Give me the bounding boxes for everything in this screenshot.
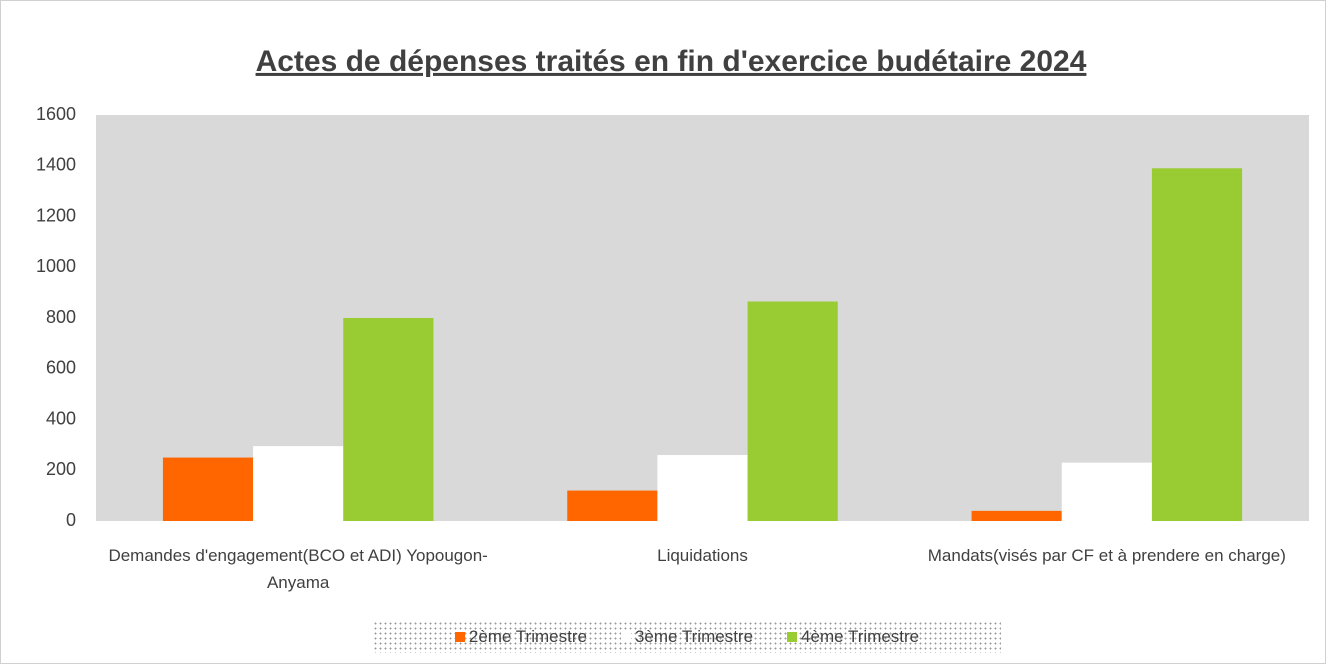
y-tick-label: 200	[46, 459, 76, 479]
x-tick-label: Liquidations	[657, 546, 748, 565]
legend-label: 3ème Trimestre	[634, 627, 754, 646]
y-tick-label: 1000	[36, 256, 76, 276]
bar	[1151, 168, 1243, 521]
bar	[343, 318, 434, 521]
y-tick-label: 400	[46, 408, 76, 428]
legend-item: 2ème Trimestre	[454, 627, 587, 647]
y-tick-label: 800	[46, 307, 76, 327]
bar	[1061, 462, 1152, 521]
x-tick-label: Demandes d'engagement(BCO et ADI) Yopoug…	[108, 546, 488, 592]
legend: 2ème Trimestre 3ème Trimestre 4ème Trimest…	[373, 621, 1001, 653]
legend-label: 2ème Trimestre	[468, 627, 587, 646]
bar	[657, 455, 748, 521]
y-tick-label: 1400	[36, 155, 76, 175]
bar	[747, 301, 838, 521]
legend-swatch	[454, 632, 465, 642]
legend-item: 3ème Trimestre	[620, 627, 754, 647]
y-tick-label: 1600	[36, 104, 76, 124]
legend-swatch	[787, 632, 798, 642]
chart-title: Actes de dépenses traités en fin d'exerc…	[256, 45, 1087, 78]
x-tick-label: Mandats(visés par CF et à prendere en ch…	[927, 546, 1286, 565]
legend-swatch	[620, 632, 631, 642]
bar	[253, 446, 344, 521]
bar	[567, 490, 658, 521]
bar	[971, 510, 1062, 521]
bar	[162, 457, 254, 521]
y-tick-label: 1200	[36, 205, 76, 225]
y-tick-label: 0	[66, 510, 76, 530]
legend-label: 4ème Trimestre	[801, 627, 920, 646]
legend-item: 4ème Trimestre	[787, 627, 919, 647]
y-tick-label: 600	[46, 358, 76, 378]
